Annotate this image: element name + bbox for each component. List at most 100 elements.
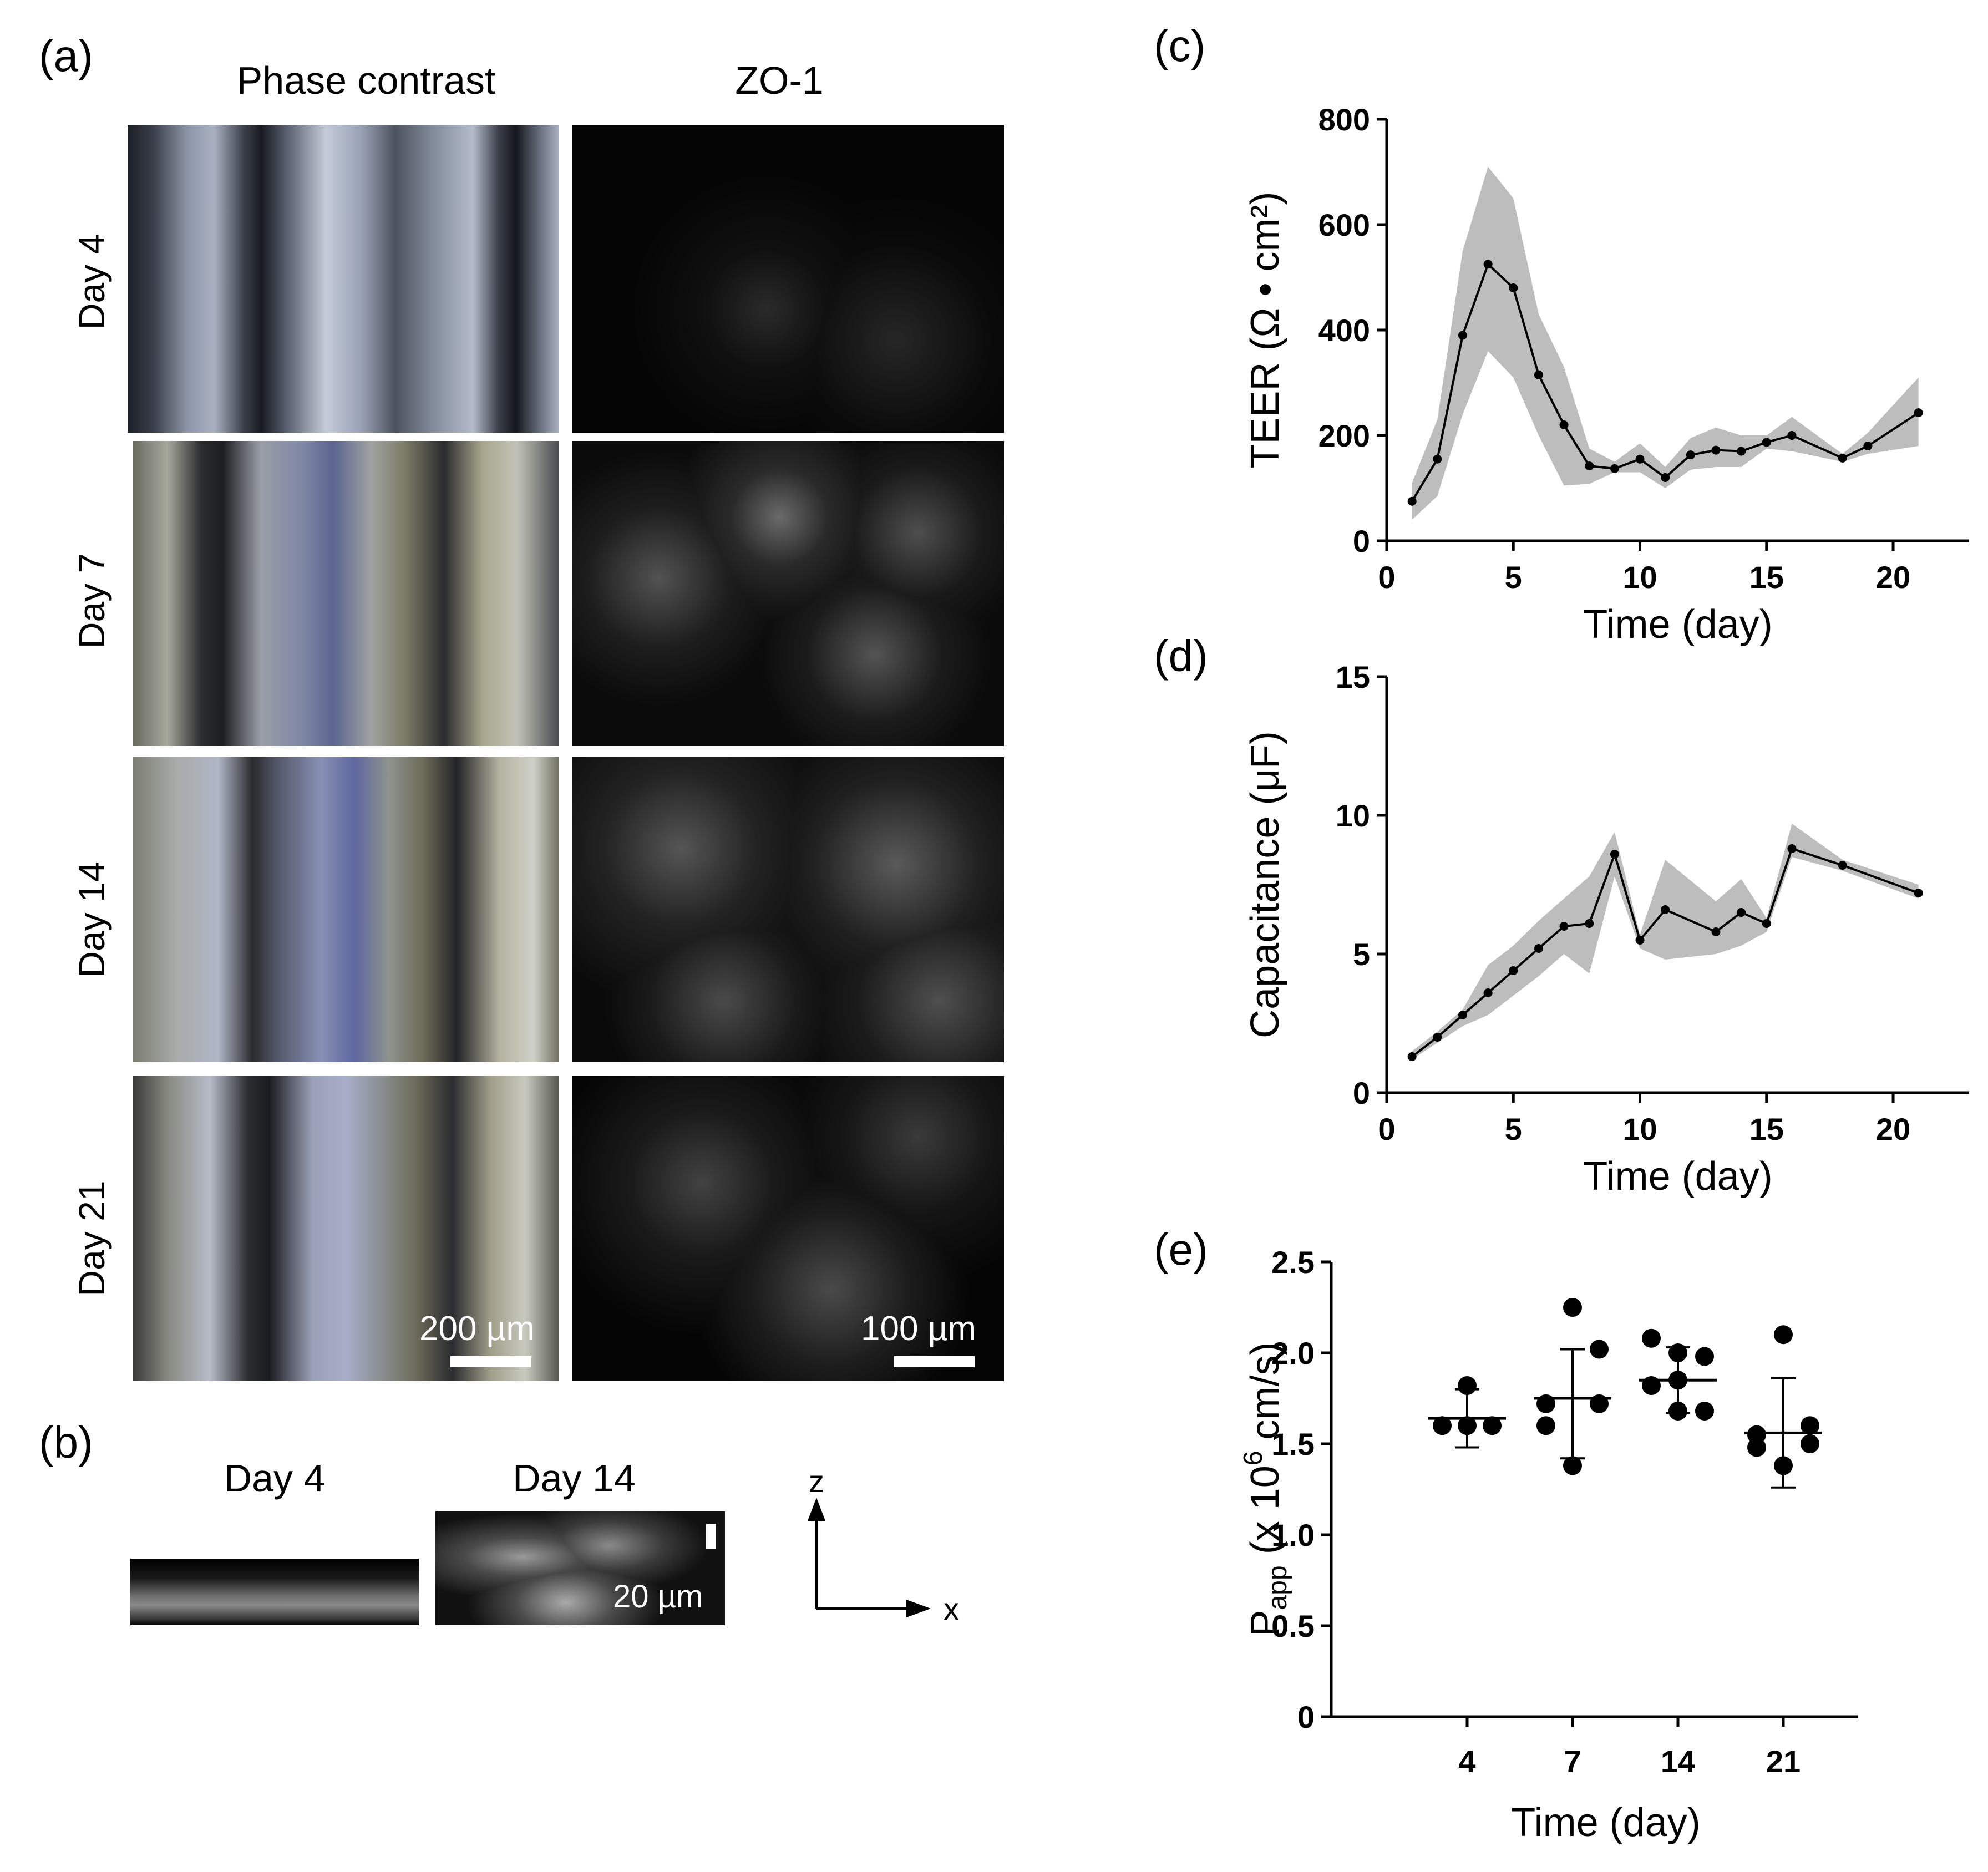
data-point xyxy=(1737,908,1746,917)
data-point xyxy=(1433,454,1442,464)
axis-x-label: x xyxy=(944,1591,959,1626)
data-point xyxy=(1635,936,1645,945)
data-point xyxy=(1559,420,1569,429)
y-tick-label: 1.5 xyxy=(1271,1427,1315,1462)
y-tick-label: 800 xyxy=(1318,102,1370,137)
scale-label-zo1: 100 µm xyxy=(861,1310,977,1348)
y-tick-label: 2.0 xyxy=(1271,1336,1315,1371)
data-point xyxy=(1407,1052,1417,1061)
y-axis-label: TEER (Ω • cm²) xyxy=(1243,192,1287,469)
zo1-image-day4 xyxy=(572,125,1004,433)
y-axis-label-part: P xyxy=(1243,1610,1287,1636)
x-tick-label: 5 xyxy=(1505,560,1522,595)
data-point xyxy=(1585,461,1594,471)
capacitance-chart: (d) 0 5 10 15 20 0 5 10 15 Time (day) Capacitance (… xyxy=(1154,631,1969,1199)
x-tick-label: 15 xyxy=(1749,560,1784,595)
data-point xyxy=(1661,905,1670,914)
axis-z-label: z xyxy=(809,1475,824,1499)
x-tick-label: 10 xyxy=(1622,1112,1657,1146)
data-point xyxy=(1774,1325,1793,1345)
y-axis-label-part: app xyxy=(1263,1565,1292,1610)
data-point xyxy=(1534,370,1543,379)
y-axis-label: Capacitance (μF) xyxy=(1243,731,1287,1038)
row-label-day4: Day 4 xyxy=(71,234,112,330)
zo1-image-day7 xyxy=(572,441,1004,746)
zo1-image-day14 xyxy=(572,757,1004,1062)
phase-image-day4 xyxy=(128,125,559,433)
data-point xyxy=(1610,850,1619,859)
data-point xyxy=(1801,1434,1819,1453)
data-point xyxy=(1695,1401,1714,1421)
y-tick-label: 0 xyxy=(1353,524,1370,559)
data-point xyxy=(1914,889,1923,897)
data-point xyxy=(1534,944,1543,953)
row-label-day21: Day 21 xyxy=(71,1180,112,1297)
y-axis-label: Papp (x 106 cm/s) xyxy=(1239,1342,1292,1637)
x-tick-label: 10 xyxy=(1622,560,1657,595)
y-axis-label-part: (x 10 xyxy=(1243,1465,1287,1565)
x-axis-label: Time (day) xyxy=(1583,1154,1772,1199)
y-tick-label: 10 xyxy=(1336,798,1370,833)
y-tick-label: 5 xyxy=(1353,937,1370,972)
data-point xyxy=(1483,260,1493,269)
data-point xyxy=(1635,454,1645,464)
x-tick-label: 21 xyxy=(1766,1744,1801,1779)
phase-image-day14 xyxy=(133,757,559,1062)
data-point xyxy=(1863,442,1873,450)
data-point xyxy=(1787,844,1797,853)
scale-bar-xz xyxy=(706,1524,716,1549)
y-tick-label: 200 xyxy=(1318,418,1370,453)
data-point xyxy=(1610,464,1619,473)
scale-bar-phase xyxy=(450,1356,531,1367)
panel-label: (c) xyxy=(1154,21,1205,70)
data-point xyxy=(1563,1298,1582,1317)
data-point xyxy=(1509,966,1518,975)
x-tick-label: 20 xyxy=(1876,1112,1910,1146)
x-tick-label: 0 xyxy=(1378,560,1395,595)
x-tick-label: 4 xyxy=(1458,1744,1475,1779)
x-tick-label: 14 xyxy=(1661,1744,1695,1779)
data-point xyxy=(1458,331,1467,340)
data-point xyxy=(1407,496,1417,506)
papp-chart: (e) 0 0.5 1.0 1.5 2.0 2.5 4 7 14 21 Time (day) Papp … xyxy=(1154,1225,1858,1845)
x-tick-label: 20 xyxy=(1876,560,1910,595)
panel-label: (d) xyxy=(1154,631,1208,681)
y-tick-label: 2.5 xyxy=(1271,1245,1315,1280)
column-title-phase-contrast: Phase contrast xyxy=(236,59,496,102)
column-title-zo1: ZO-1 xyxy=(735,59,824,102)
data-point xyxy=(1483,1416,1502,1435)
data-point xyxy=(1762,919,1771,928)
panel-label: (e) xyxy=(1154,1225,1208,1274)
data-point xyxy=(1483,988,1493,997)
data-point xyxy=(1838,453,1847,463)
data-point xyxy=(1563,1456,1582,1475)
data-point xyxy=(1433,1033,1442,1042)
phase-image-day7 xyxy=(133,441,559,746)
y-axis-label-part: 6 xyxy=(1239,1451,1268,1466)
data-point xyxy=(1801,1416,1819,1435)
y-tick-label: 0 xyxy=(1353,1075,1370,1110)
x-axis-label: Time (day) xyxy=(1583,602,1772,647)
data-point xyxy=(1695,1347,1714,1366)
x-tick-label: 15 xyxy=(1749,1112,1784,1146)
data-point xyxy=(1737,447,1746,456)
y-axis-label-part: cm/s) xyxy=(1243,1342,1287,1451)
x-tick-label: 5 xyxy=(1505,1112,1522,1146)
xz-image-day14: 20 µm xyxy=(435,1511,725,1625)
x-tick-label: 0 xyxy=(1378,1112,1395,1146)
y-tick-label: 0 xyxy=(1297,1699,1315,1734)
panel-b-title-day14: Day 14 xyxy=(513,1457,636,1500)
data-point xyxy=(1559,922,1569,931)
error-band xyxy=(1412,166,1919,520)
y-tick-label: 15 xyxy=(1336,659,1370,694)
scale-label-xz: 20 µm xyxy=(613,1579,703,1615)
data-point xyxy=(1642,1328,1661,1348)
data-point xyxy=(1536,1416,1555,1435)
data-point xyxy=(1914,408,1923,418)
y-tick-label: 400 xyxy=(1318,313,1370,348)
data-point xyxy=(1762,438,1771,447)
data-point xyxy=(1747,1438,1766,1457)
data-point xyxy=(1686,450,1695,460)
x-tick-label: 7 xyxy=(1564,1744,1581,1779)
